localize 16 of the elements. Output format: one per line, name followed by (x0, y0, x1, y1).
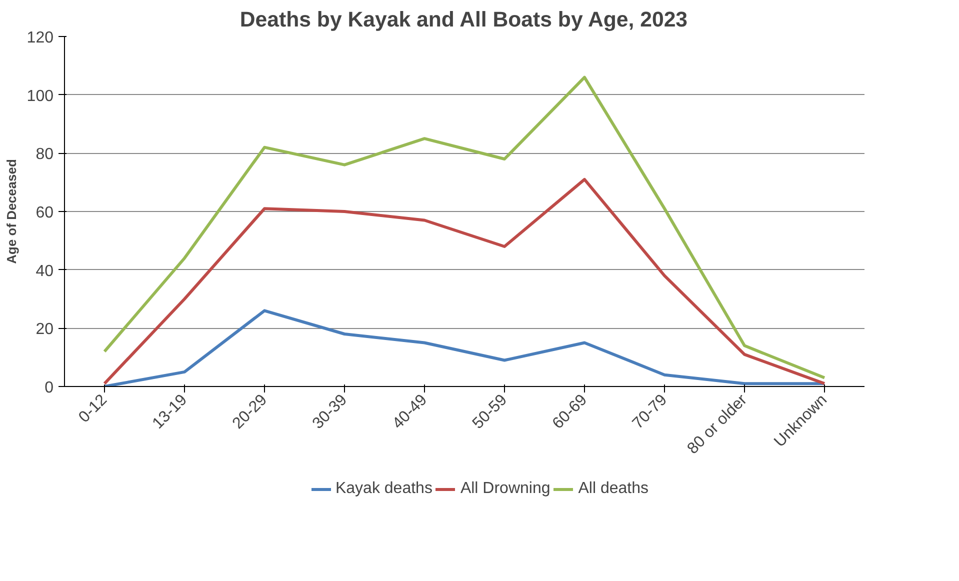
x-tick-label: 0-12 (76, 391, 111, 426)
y-tick-label: 20 (36, 321, 54, 338)
y-tick-label: 0 (44, 380, 54, 396)
y-tick-label: 100 (26, 88, 54, 105)
chart-title: Deaths by Kayak and All Boats by Age, 2023 (240, 8, 688, 32)
line-series (103, 178, 826, 386)
y-tick-label: 40 (36, 262, 54, 280)
legend-label: All Drowning (460, 480, 550, 498)
y-tick-label: 120 (26, 30, 54, 46)
y-tick-label: 60 (36, 204, 54, 222)
legend-label: All deaths (578, 480, 649, 498)
legend-label: Kayak deaths (335, 480, 432, 498)
line-series (103, 309, 826, 386)
y-tick-label: 80 (36, 146, 54, 164)
line-series (103, 76, 826, 380)
y-axis-title: Age of Deceased (4, 159, 19, 264)
